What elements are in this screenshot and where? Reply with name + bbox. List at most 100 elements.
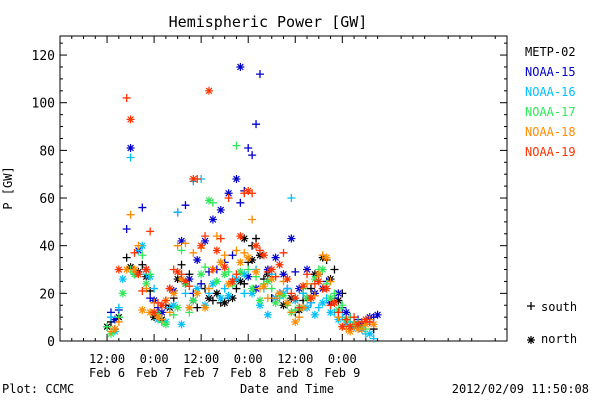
noaa-16-south-point [150, 284, 159, 293]
noaa-15-north-point [201, 236, 210, 245]
noaa-19-south-point [350, 313, 359, 322]
noaa-19-north-point [189, 174, 198, 183]
noaa-19-south-point [271, 272, 280, 281]
noaa-18-south-point [189, 248, 198, 257]
metp-02-north-point [236, 277, 245, 286]
noaa-18-south-point [134, 241, 143, 250]
noaa-18-north-point [169, 289, 178, 298]
noaa-17-north-point [248, 284, 257, 293]
metp-02-south-point [232, 284, 241, 293]
series-noaa-17 [103, 141, 370, 338]
noaa-17-north-point [205, 196, 213, 205]
marker-legend: south north [527, 300, 577, 346]
noaa-17-south-point [267, 284, 276, 293]
noaa-15-north-point [287, 234, 296, 243]
noaa-18-north-point [314, 270, 323, 279]
noaa-19-north-point [259, 251, 268, 260]
noaa-16-south-point [240, 289, 249, 298]
noaa-18-north-point [361, 320, 370, 329]
noaa-15-south-point [244, 143, 253, 152]
noaa-15-north-point [157, 308, 166, 317]
y-tick-label: 120 [32, 49, 55, 64]
noaa-17-south-point [201, 263, 210, 272]
noaa-19-south-point [303, 270, 312, 279]
noaa-19-south-point [334, 308, 343, 317]
noaa-19-north-point [346, 322, 355, 331]
noaa-16-north-point [232, 275, 241, 284]
noaa-19-north-point [330, 298, 339, 307]
noaa-18-north-point [216, 258, 225, 267]
noaa-18-north-point [346, 327, 355, 336]
y-tick-label: 20 [39, 287, 55, 302]
noaa-17-north-point [161, 320, 170, 329]
noaa-19-north-point [205, 86, 213, 95]
noaa-17-north-point [142, 279, 151, 288]
footer-right: 2012/02/09 11:50:08 [452, 382, 589, 396]
noaa-19-north-point [299, 282, 308, 291]
noaa-16-north-point [240, 270, 249, 279]
noaa-19-south-point [216, 234, 225, 243]
noaa-16-south-point [126, 153, 135, 162]
noaa-19-north-point [220, 263, 229, 272]
x-tick-label-time: 0:00 [140, 352, 169, 366]
noaa-18-south-point [126, 210, 135, 219]
noaa-15-north-point [208, 215, 217, 224]
noaa-16-north-point [208, 279, 217, 288]
noaa-15-north-point [126, 143, 135, 152]
y-axis: 0 20 40 60 80 100 120 [32, 42, 507, 350]
noaa-16-south-point [114, 303, 123, 312]
noaa-18-north-point [154, 313, 163, 322]
noaa-16-south-point [220, 284, 229, 293]
noaa-16-north-point [177, 320, 186, 329]
noaa-18-north-point [244, 253, 253, 262]
noaa-15-north-point [373, 310, 382, 319]
metp-02-south-point [330, 265, 339, 274]
noaa-19-south-point [185, 282, 194, 291]
noaa-19-north-point [114, 265, 123, 274]
noaa-17-north-point [220, 270, 229, 279]
noaa-18-north-point [322, 253, 331, 262]
legend-metp-02: METP-02 [525, 45, 576, 59]
metp-02-south-point [122, 253, 131, 262]
noaa-18-north-point [275, 289, 284, 298]
legend: METP-02 NOAA-15 NOAA-16 NOAA-17 NOAA-18 NOAA-… [525, 45, 576, 159]
noaa-18-south-point [271, 294, 280, 303]
noaa-15-south-point [197, 279, 206, 288]
metp-02-south-point [177, 260, 186, 269]
noaa-17-south-point [138, 251, 147, 260]
x-tick-label-time: 12:00 [183, 352, 219, 366]
x-tick-label-date: Feb 7 [183, 366, 219, 380]
noaa-18-north-point [267, 275, 276, 284]
noaa-19-north-point [126, 115, 135, 124]
noaa-19-north-point [197, 241, 206, 250]
metp-02-south-point [252, 234, 261, 243]
noaa-17-north-point [236, 267, 245, 276]
noaa-19-north-point [314, 277, 323, 286]
noaa-17-north-point [189, 296, 198, 305]
noaa-19-south-point [232, 270, 241, 279]
noaa-17-south-point [244, 265, 253, 274]
noaa-16-north-point [255, 301, 264, 310]
noaa-19-south-point [255, 246, 264, 255]
noaa-18-south-point [232, 246, 241, 255]
x-tick-label-date: Feb 9 [324, 366, 360, 380]
metp-02-north-point [205, 294, 213, 303]
noaa-19-north-point [228, 277, 237, 286]
noaa-16-north-point [193, 284, 202, 293]
noaa-19-south-point [130, 248, 139, 257]
noaa-19-north-point [173, 267, 182, 276]
noaa-19-south-point [201, 232, 210, 241]
noaa-18-north-point [354, 325, 362, 334]
noaa-19-north-point [244, 186, 253, 195]
noaa-15-north-point [244, 272, 253, 281]
metp-02-south-point [138, 260, 147, 269]
legend-north-label: north [541, 332, 577, 346]
noaa-18-south-point [205, 284, 213, 293]
noaa-17-north-point [279, 291, 288, 300]
noaa-19-north-point [252, 241, 261, 250]
noaa-17-south-point [177, 246, 186, 255]
noaa-17-south-point [146, 270, 155, 279]
legend-noaa-17: NOAA-17 [525, 105, 576, 119]
noaa-19-north-point [212, 246, 221, 255]
